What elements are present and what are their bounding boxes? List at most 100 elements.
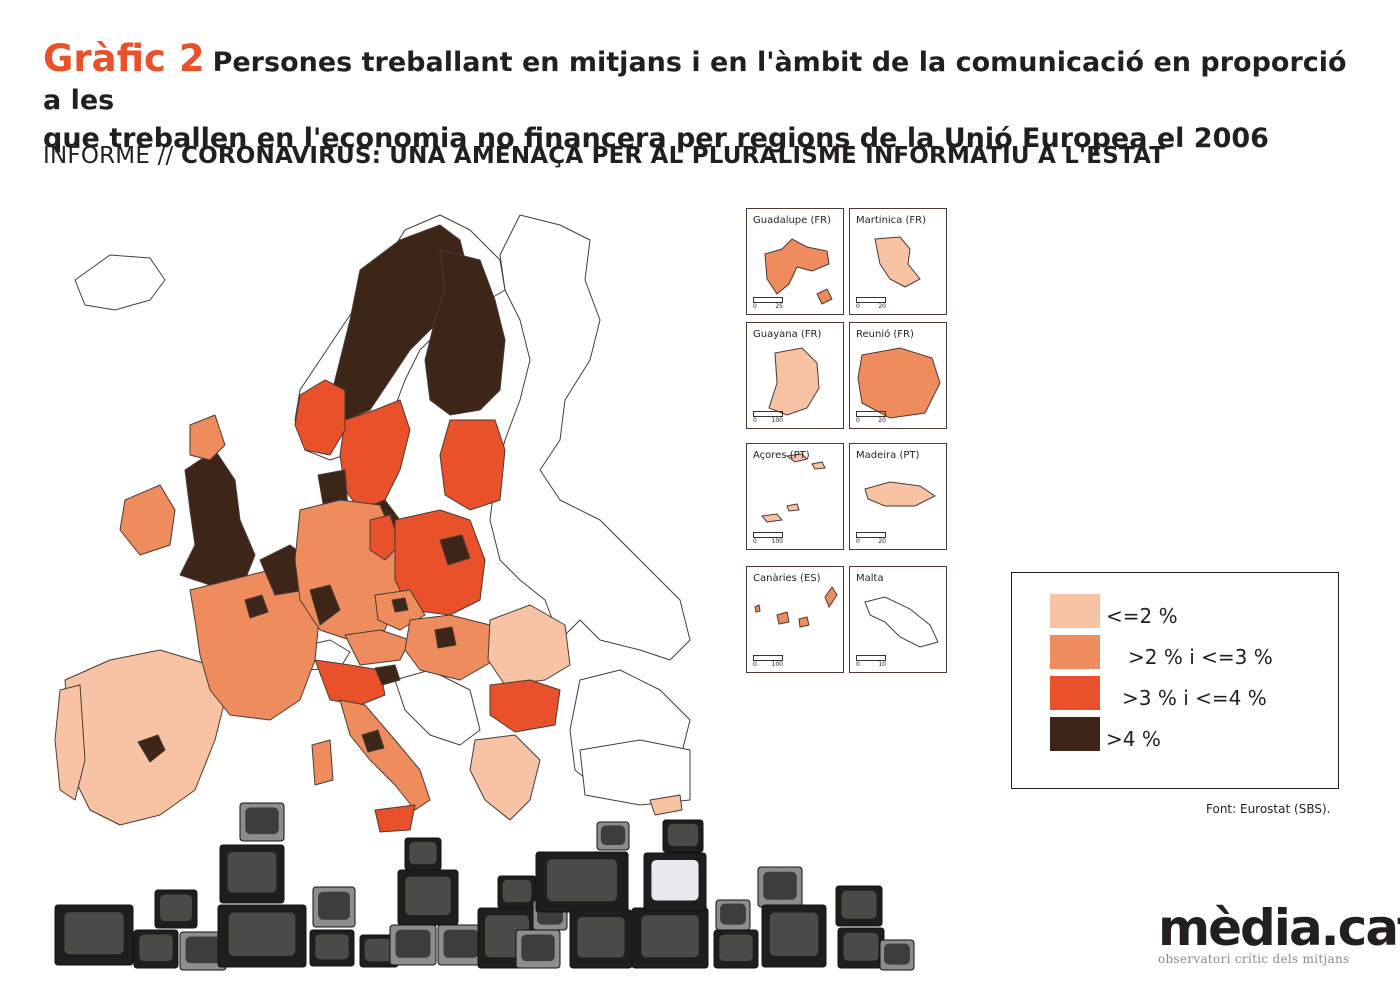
- scale-start: 0: [856, 417, 860, 424]
- region-bulgaria: [489, 679, 561, 733]
- region-rome: [361, 729, 385, 753]
- tv-screen: [364, 938, 394, 962]
- turkey: [579, 739, 691, 806]
- non-eu-region: [489, 214, 691, 661]
- scale-end: 100: [771, 538, 783, 545]
- scale-end: 25: [775, 303, 783, 310]
- scale-start: 0: [753, 417, 757, 424]
- tv-screen: [577, 916, 625, 958]
- inset-map: Martinica (FR) 0 20: [849, 208, 947, 315]
- scale-end: 20: [878, 303, 886, 310]
- region-romania: [487, 604, 571, 686]
- legend-swatch-4: [1050, 717, 1100, 751]
- inset-label: Malta: [856, 573, 884, 584]
- legend-label: <=2 %: [1106, 604, 1178, 628]
- tv-screen: [64, 912, 124, 955]
- tv-screen: [843, 932, 879, 961]
- region-germany-central: [309, 584, 341, 626]
- tv-screen: [395, 929, 431, 958]
- tv-screen: [502, 879, 532, 903]
- media-cat-logo: mèdia.cat observatori crític dels mitjan…: [1158, 899, 1400, 966]
- inset-map: Madeira (PT) 0 20: [849, 443, 947, 550]
- inset-shape: [761, 453, 826, 523]
- report-subtitle: INFORME // CORONAVIRUS: UNA AMENAÇA PER …: [43, 143, 1165, 169]
- inset-label: Martinica (FR): [856, 215, 926, 226]
- scale-start: 0: [753, 303, 757, 310]
- inset-label: Canàries (ES): [753, 573, 821, 584]
- tv-screen: [884, 943, 910, 965]
- inset-label: Madeira (PT): [856, 450, 920, 461]
- inset-label: Guayana (FR): [753, 329, 822, 340]
- title-line-2: que treballen en l'economia no financera…: [43, 123, 1269, 154]
- tv-screen: [139, 934, 173, 962]
- legend: <=2 % >2 % i <=3 % >3 % i <=4 % >4 %: [1011, 572, 1339, 789]
- scale-start: 0: [753, 661, 757, 668]
- region-paris: [244, 594, 269, 619]
- tv-screen: [651, 859, 699, 901]
- tv-screen: [600, 825, 626, 845]
- region-uk: [179, 449, 256, 586]
- scale-bar: 0 100: [753, 655, 783, 668]
- inset-label: Reunió (FR): [856, 329, 914, 340]
- inset-label: Guadalupe (FR): [753, 215, 831, 226]
- region-finland-north: [424, 249, 506, 416]
- scale-bar: 0 25: [753, 297, 783, 310]
- tv-screen: [841, 890, 877, 919]
- legend-swatch-2: [1050, 635, 1100, 669]
- tv-screen: [763, 871, 797, 900]
- tv-screen: [719, 934, 753, 962]
- region-austria: [344, 629, 411, 666]
- region-baltics: [439, 419, 506, 511]
- region-italy: [339, 699, 431, 811]
- region-italy-north: [314, 659, 386, 706]
- legend-item: >2 % i <=3 %: [1050, 635, 1340, 675]
- inset-shape: [768, 347, 820, 416]
- inset-map: Canàries (ES) 0 100: [746, 566, 844, 673]
- legend-swatch-1: [1050, 594, 1100, 628]
- scale-bar: 0 20: [856, 532, 886, 545]
- tv-screen: [720, 903, 746, 925]
- scale-start: 0: [856, 303, 860, 310]
- inset-map: Açores (PT) 0 100: [746, 443, 844, 550]
- tv-screen: [405, 876, 451, 916]
- tv-screen: [769, 912, 819, 956]
- legend-item: >3 % i <=4 %: [1050, 676, 1340, 716]
- region-germany-east: [369, 514, 401, 561]
- inset-map: Guayana (FR) 0 100: [746, 322, 844, 429]
- subtitle-prefix: INFORME //: [43, 143, 181, 169]
- region-cyprus: [649, 794, 683, 816]
- scale-end: 100: [771, 417, 783, 424]
- legend-item: <=2 %: [1050, 594, 1340, 634]
- inset-map: Guadalupe (FR) 0 25: [746, 208, 844, 315]
- chart-title: Gràfic 2 Persones treballant en mitjans i…: [43, 40, 1363, 158]
- scale-bar: 0 10: [856, 655, 886, 668]
- logo-tagline: observatori crític dels mitjans: [1158, 952, 1350, 966]
- logo-name: mèdia.cat: [1158, 899, 1400, 957]
- region-sicily: [374, 804, 416, 833]
- scale-start: 0: [856, 661, 860, 668]
- tv-screen: [315, 934, 349, 960]
- tv-screen: [521, 934, 555, 962]
- tv-screen: [318, 891, 350, 920]
- region-slovenia-croatia: [374, 664, 401, 686]
- source-note: Font: Eurostat (SBS).: [1206, 802, 1331, 816]
- inset-shape: [857, 347, 941, 419]
- tv-screen: [245, 807, 279, 835]
- inset-map: Malta 0 10: [849, 566, 947, 673]
- balkans: [394, 669, 481, 746]
- scale-start: 0: [753, 538, 757, 545]
- legend-label: >2 % i <=3 %: [1128, 645, 1273, 669]
- region-slovakia-hungary: [404, 614, 496, 681]
- chart-number: Gràfic 2: [43, 37, 205, 80]
- tv-screen: [409, 841, 437, 865]
- tv-screen: [547, 859, 617, 902]
- region-sweden-north: [329, 224, 471, 421]
- iceland: [74, 254, 166, 311]
- tv-screen: [667, 823, 699, 847]
- tv-screen: [443, 929, 479, 958]
- tv-screen: [160, 894, 192, 922]
- scale-end: 20: [878, 538, 886, 545]
- scale-end: 20: [878, 417, 886, 424]
- tv-screen: [641, 915, 699, 958]
